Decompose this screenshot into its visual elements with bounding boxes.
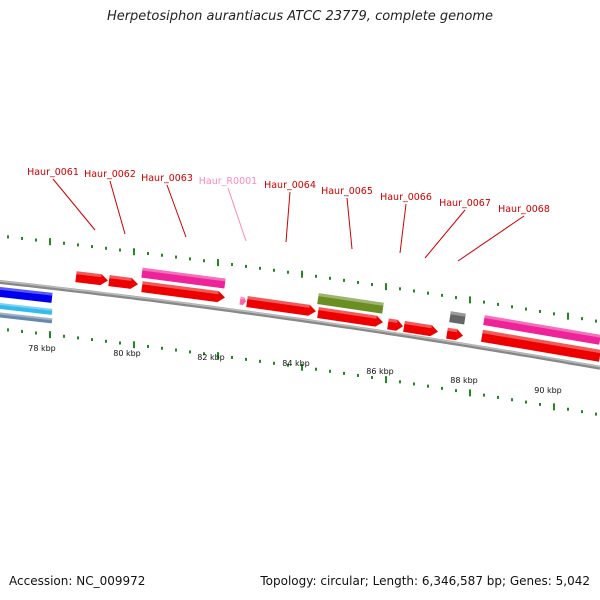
leader-line <box>399 203 407 254</box>
cds-haur-0068 <box>446 327 463 341</box>
olive-feature-0065-gloss <box>318 293 384 306</box>
cds-haur-0066-gloss <box>388 318 398 323</box>
gray-feature <box>449 311 466 325</box>
trna-haur-r0001 <box>239 296 247 306</box>
gene-label-haur-0064: Haur_0064 <box>264 180 316 191</box>
cds-haur-0061 <box>75 271 108 286</box>
gene-label-haur-0066: Haur_0066 <box>380 192 432 203</box>
trna-haur-r0001-shape <box>239 296 247 306</box>
blue-feature <box>0 286 53 303</box>
leader-line <box>109 180 126 235</box>
cds-haur-0063-shape <box>141 281 226 303</box>
label-leader-lines <box>52 178 525 262</box>
backbone-highlight <box>0 280 600 368</box>
cds-right <box>480 329 600 362</box>
magenta-feature-right-gloss <box>484 315 600 338</box>
gene-label-haur-0068: Haur_0068 <box>498 204 550 215</box>
genome-backbone <box>0 280 600 370</box>
magenta-feature-0063-gloss <box>142 267 226 282</box>
steel-feature <box>0 311 53 324</box>
blue-feature-shape <box>0 286 53 303</box>
cds-haur-0066 <box>387 318 404 331</box>
cds-haur-0062 <box>108 275 138 289</box>
lightblue-feature-shape <box>0 302 53 315</box>
cds-haur-0064-shape <box>246 296 317 316</box>
cds-haur-0063 <box>141 281 226 303</box>
cds-haur-0065-shape <box>317 307 383 327</box>
cds-haur-0061-shape <box>75 271 108 286</box>
leader-line <box>346 197 353 250</box>
feature-track <box>0 267 600 362</box>
cds-haur-0068-gloss <box>447 327 458 333</box>
kbp-label: 82 kbp <box>197 353 225 362</box>
steel-feature-shape <box>0 311 53 324</box>
kbp-label: 80 kbp <box>113 349 141 358</box>
gene-label-haur-0062: Haur_0062 <box>84 169 136 180</box>
magenta-feature-right <box>483 315 600 345</box>
cds-haur-0065-gloss <box>318 307 377 319</box>
kbp-label: 90 kbp <box>534 386 562 395</box>
cds-right-gloss <box>482 329 600 354</box>
gene-label-haur-0067: Haur_0067 <box>439 198 491 209</box>
gene-label-haur-r0001: Haur_R0001 <box>199 176 257 187</box>
gray-feature-gloss <box>450 311 466 317</box>
cds-haur-0067-shape <box>403 320 438 337</box>
scale-labels: 78 kbp 80 kbp 82 kbp 84 kbp 86 kbp 88 kbp 90 k… <box>28 344 562 395</box>
magenta-feature-0063 <box>141 267 226 289</box>
cds-haur-0066-shape <box>387 318 404 331</box>
cds-haur-0063-gloss <box>142 281 219 295</box>
cds-haur-0062-gloss <box>109 275 132 281</box>
backbone-line <box>0 280 600 370</box>
cds-haur-0061-gloss <box>76 271 102 278</box>
leader-line <box>424 209 466 259</box>
steel-feature-gloss <box>0 311 53 321</box>
leader-line <box>457 215 525 262</box>
lightblue-feature-gloss <box>0 302 53 311</box>
cds-haur-0064 <box>246 296 317 316</box>
cds-haur-0065 <box>317 307 383 327</box>
leader-line <box>166 184 187 238</box>
kbp-label: 78 kbp <box>28 344 56 353</box>
map-title: Herpetosiphon aurantiacus ATCC 23779, co… <box>106 9 494 24</box>
blue-feature-gloss <box>0 286 53 296</box>
cds-haur-0067 <box>403 320 438 337</box>
leader-line <box>285 191 291 243</box>
trna-haur-r0001-gloss <box>240 296 245 300</box>
cds-right-shape <box>480 329 600 362</box>
genome-summary-text: Topology: circular; Length: 6,346,587 bp… <box>260 574 590 588</box>
magenta-feature-right-shape <box>483 315 600 345</box>
cds-haur-0062-shape <box>108 275 138 289</box>
kbp-label: 86 kbp <box>366 367 394 376</box>
magenta-feature-0063-shape <box>141 267 226 289</box>
gene-label-haur-0061: Haur_0061 <box>27 167 79 178</box>
olive-feature-0065-shape <box>317 293 384 314</box>
accession-text: Accession: NC_009972 <box>9 574 146 588</box>
gene-labels: Haur_0061 Haur_0062 Haur_0063 Haur_R0001 Hau… <box>27 167 550 215</box>
leader-line <box>52 178 96 231</box>
leader-line <box>227 187 247 242</box>
tick-marks <box>7 235 597 416</box>
cds-haur-0068-shape <box>446 327 463 341</box>
gene-label-haur-0063: Haur_0063 <box>141 173 193 184</box>
gray-feature-shape <box>449 311 466 325</box>
kbp-label: 84 kbp <box>282 359 310 368</box>
cds-haur-0067-gloss <box>404 320 432 329</box>
lightblue-feature <box>0 302 53 315</box>
cds-haur-0064-gloss <box>247 296 310 308</box>
gene-label-haur-0065: Haur_0065 <box>321 186 373 197</box>
kbp-label: 88 kbp <box>450 376 478 385</box>
olive-feature-0065 <box>317 293 384 314</box>
